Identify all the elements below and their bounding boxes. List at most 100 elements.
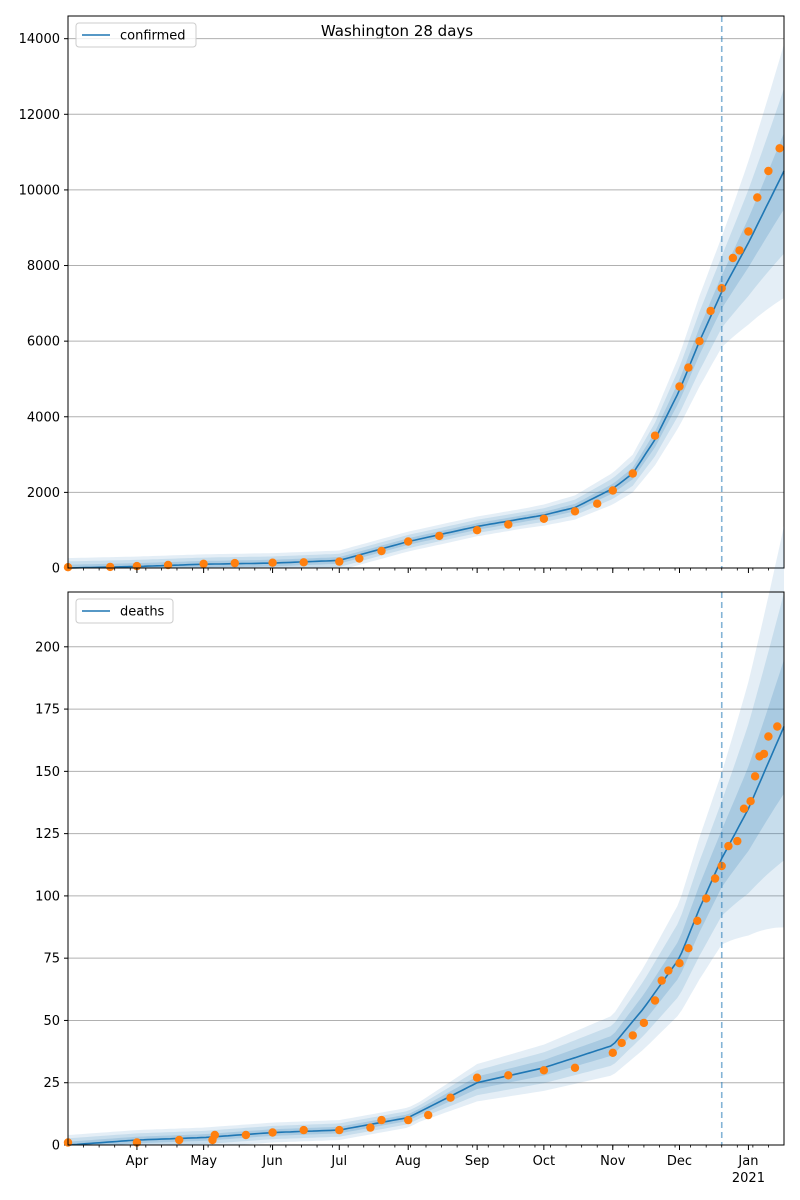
data-point — [504, 1071, 513, 1080]
data-point — [175, 1135, 184, 1145]
data-point — [693, 916, 702, 925]
data-point — [664, 966, 673, 975]
x-tick-year-label: 2021 — [732, 1171, 765, 1186]
data-point — [684, 944, 693, 953]
data-point — [733, 836, 742, 846]
data-point — [268, 558, 277, 567]
y-tick-label: 175 — [35, 703, 60, 718]
x-tick-label: Nov — [600, 1154, 626, 1169]
data-point — [299, 558, 308, 567]
data-point — [299, 1125, 308, 1135]
y-tick-label: 0 — [52, 1139, 60, 1154]
y-tick-label: 75 — [43, 952, 60, 967]
legend: confirmed — [75, 22, 197, 48]
data-point — [199, 559, 208, 568]
data-point — [684, 363, 693, 372]
data-point — [764, 732, 773, 741]
x-tick-label: Dec — [667, 1154, 692, 1169]
y-tick-label: 14000 — [19, 32, 60, 47]
uncertainty-band — [68, 132, 784, 568]
data-point — [675, 382, 684, 391]
data-point — [710, 874, 720, 883]
uncertainty-band — [68, 88, 784, 569]
data-point — [695, 337, 704, 346]
data-point — [377, 1115, 386, 1125]
x-tick-label: Sep — [465, 1154, 490, 1169]
x-tick-label: Jul — [330, 1154, 347, 1169]
chart-title: Washington 28 days — [321, 22, 473, 40]
data-point — [728, 253, 738, 263]
data-point — [702, 894, 711, 903]
data-point — [355, 554, 364, 563]
data-point — [377, 546, 386, 556]
uncertainty-band — [68, 525, 784, 1145]
data-point — [230, 558, 239, 568]
y-tick-label: 6000 — [27, 335, 60, 350]
data-point — [650, 996, 660, 1005]
data-point — [657, 976, 666, 985]
data-point — [446, 1093, 455, 1102]
axes-frame — [67, 15, 785, 569]
data-point — [424, 1110, 433, 1120]
legend-label: deaths — [120, 605, 165, 620]
data-point — [472, 1073, 482, 1082]
legend-box — [75, 22, 197, 48]
y-tick-label: 8000 — [27, 259, 60, 274]
data-point — [608, 1048, 617, 1058]
series-line — [67, 170, 785, 569]
data-point — [773, 722, 782, 731]
data-point — [753, 193, 762, 202]
uncertainty-band — [68, 592, 784, 1145]
data-point — [106, 562, 115, 572]
y-tick-label: 25 — [43, 1076, 60, 1091]
x-tick-label: Oct — [533, 1154, 555, 1169]
data-point — [539, 1066, 549, 1075]
data-point — [744, 227, 753, 236]
data-point — [746, 797, 755, 806]
data-point — [724, 841, 733, 851]
uncertainty-band — [68, 44, 784, 568]
data-point — [675, 959, 684, 968]
axes-frame — [67, 591, 785, 1146]
data-point — [628, 1031, 637, 1040]
data-point — [639, 1018, 649, 1028]
data-point — [366, 1123, 375, 1132]
y-tick-label: 2000 — [27, 486, 60, 501]
data-point — [435, 531, 444, 541]
y-tick-label: 0 — [52, 562, 60, 577]
data-point — [241, 1130, 251, 1140]
data-point — [268, 1128, 277, 1137]
y-tick-label: 10000 — [19, 183, 60, 198]
data-point — [628, 469, 637, 478]
y-tick-label: 50 — [43, 1014, 60, 1029]
data-point — [735, 246, 744, 255]
x-tick-label: Jan — [737, 1154, 758, 1169]
y-tick-label: 200 — [35, 640, 60, 655]
data-point — [739, 804, 749, 813]
uncertainty-band — [68, 659, 784, 1145]
legend-box — [75, 598, 174, 624]
data-point — [404, 1115, 413, 1125]
data-point — [759, 749, 769, 759]
data-point — [764, 166, 773, 176]
data-point — [335, 1125, 344, 1135]
data-point — [335, 557, 344, 566]
data-point — [472, 526, 482, 535]
x-tick-label: Apr — [126, 1154, 149, 1169]
data-point — [750, 772, 760, 781]
x-tick-label: Aug — [396, 1154, 421, 1169]
x-tick-label: Jun — [261, 1154, 282, 1169]
data-point — [706, 306, 715, 316]
data-point — [570, 1063, 580, 1073]
data-point — [570, 507, 580, 516]
data-point — [775, 144, 784, 153]
data-point — [210, 1130, 219, 1140]
data-point — [593, 499, 602, 508]
y-tick-label: 12000 — [19, 108, 60, 123]
x-tick-label: May — [190, 1154, 217, 1169]
confirmed-panel: 0 2000 4000 6000 8000 10000 12000 14000 confirme… — [19, 15, 785, 577]
y-tick-label: 4000 — [27, 410, 60, 425]
legend-label: confirmed — [120, 29, 186, 44]
y-tick-label: 150 — [35, 765, 60, 780]
